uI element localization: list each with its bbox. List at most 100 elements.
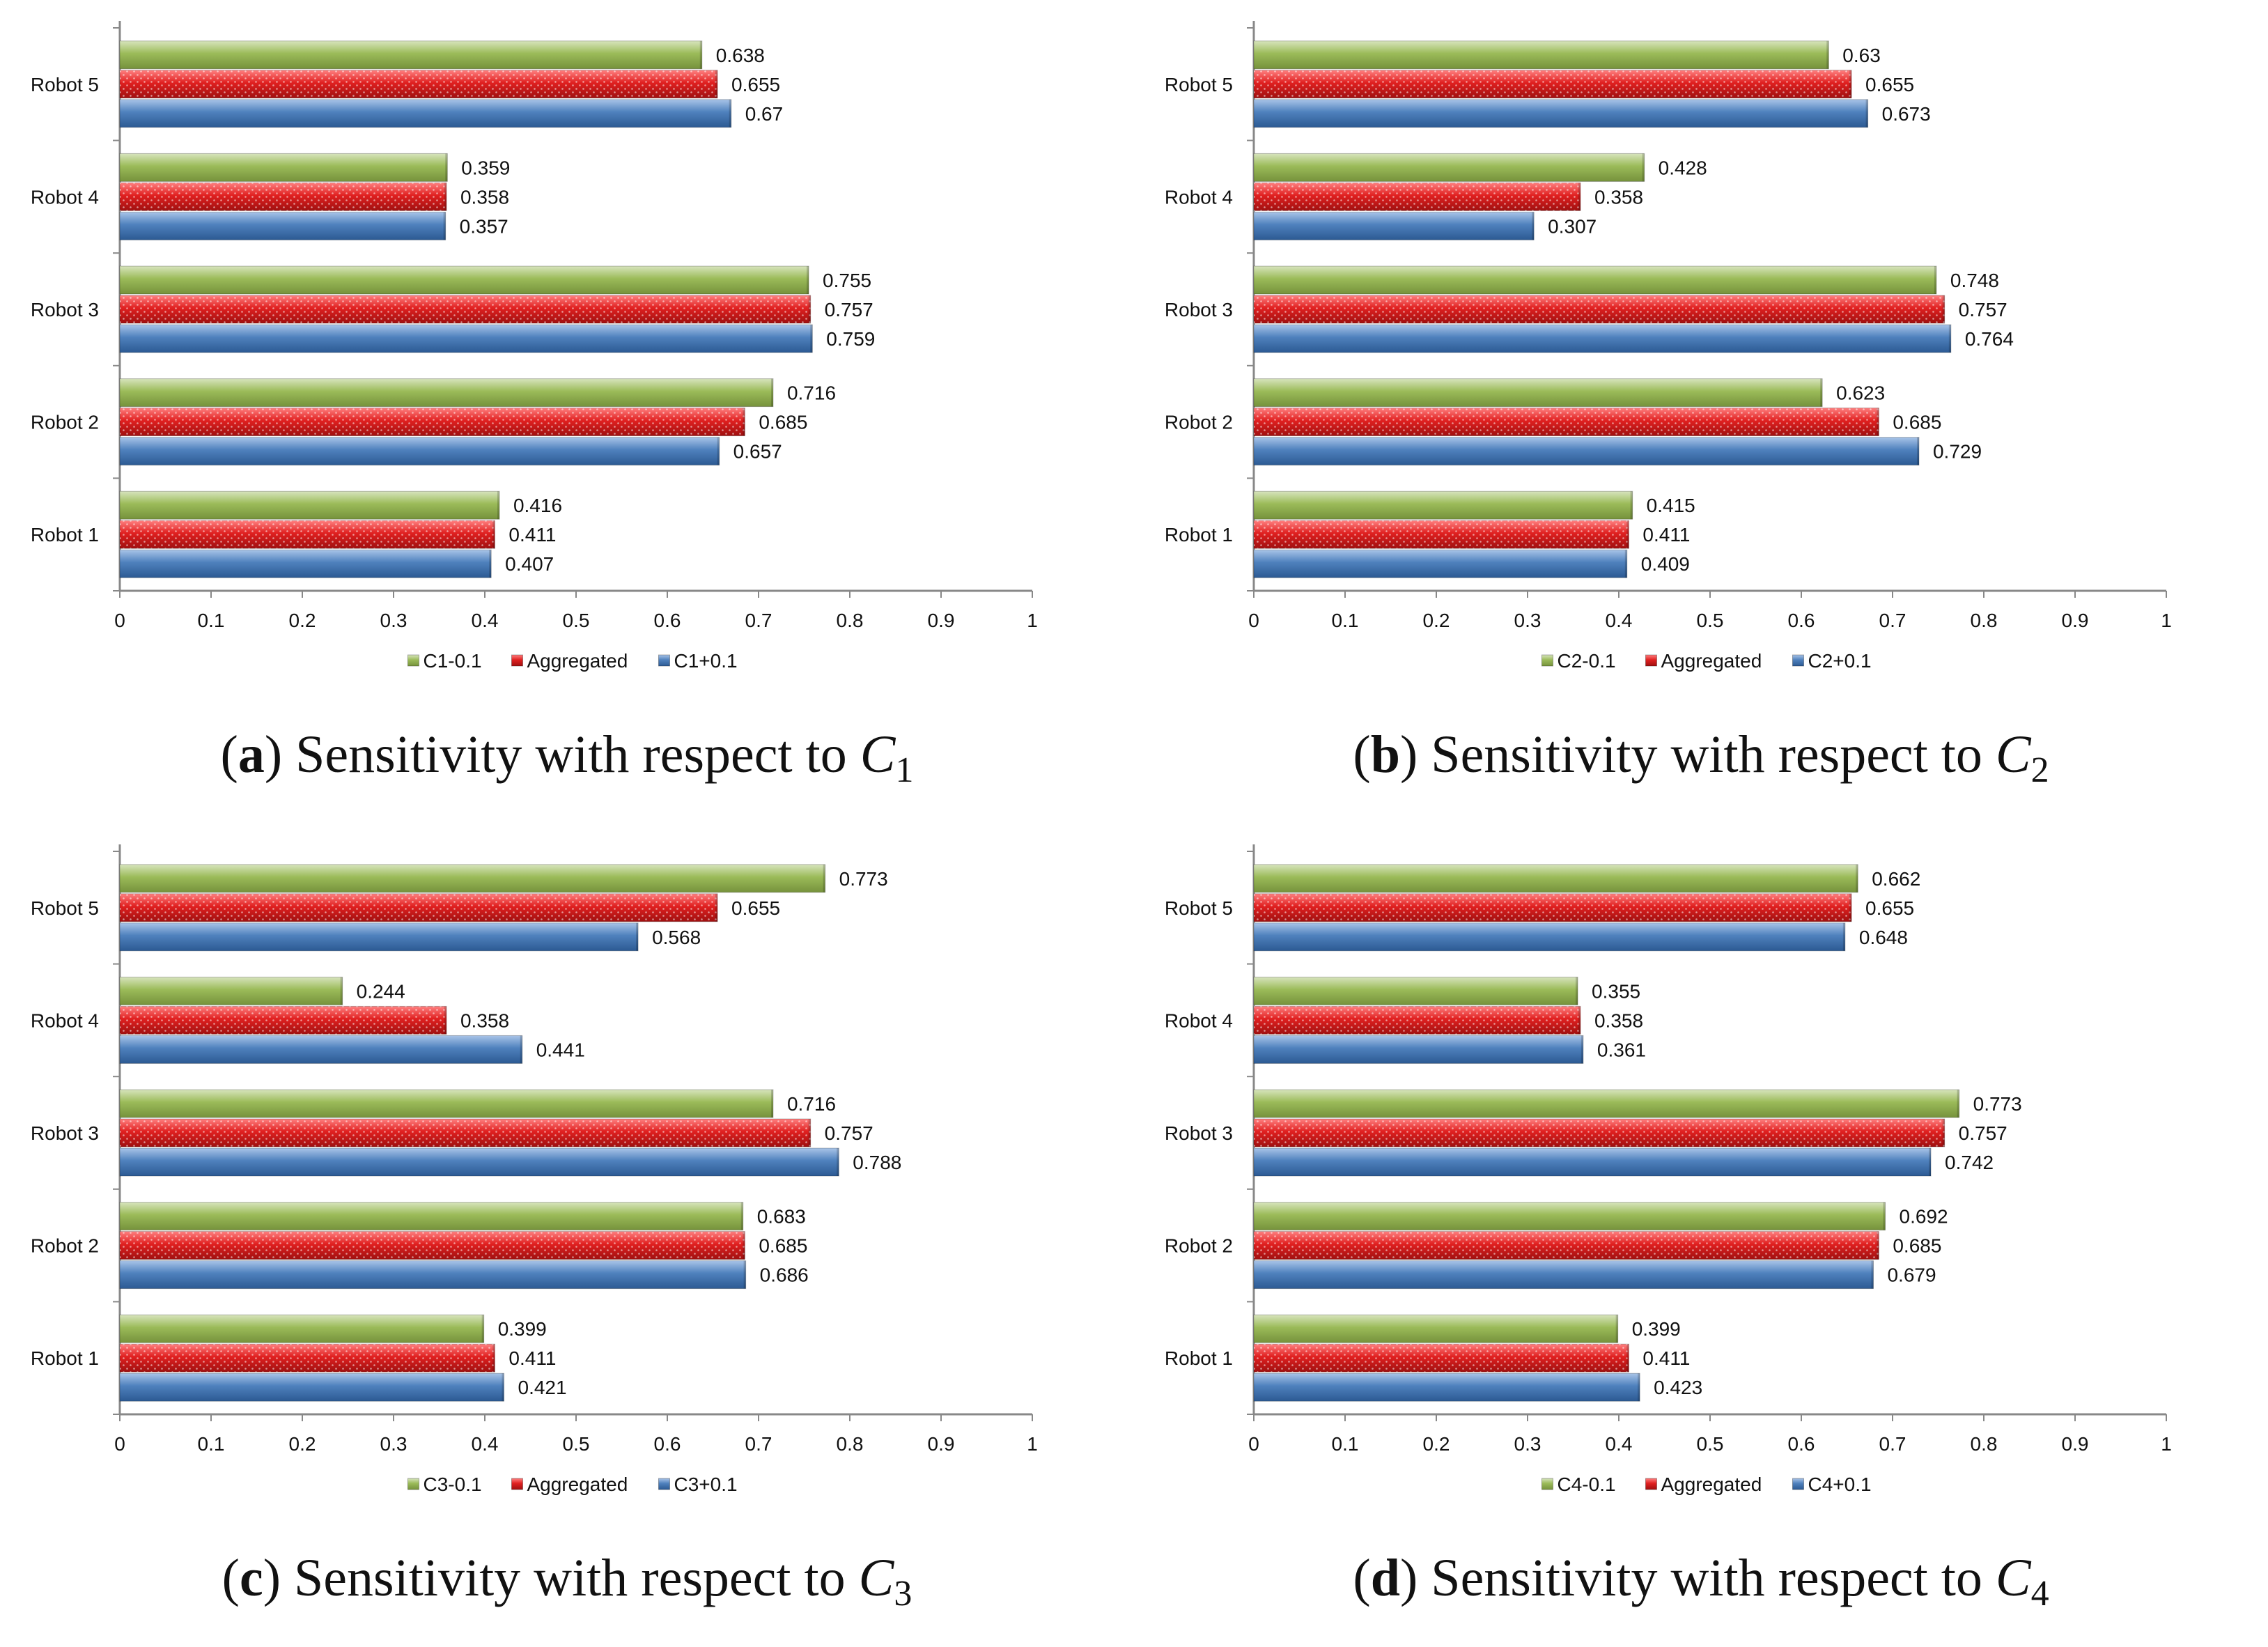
data-label: 0.685 <box>759 1235 807 1257</box>
legend-label: C4+0.1 <box>1808 1474 1872 1495</box>
data-label: 0.788 <box>853 1152 901 1173</box>
legend-swatch <box>1792 1478 1804 1490</box>
bar-end-shade <box>1626 520 1629 549</box>
y-category-label: Robot 1 <box>1165 524 1233 546</box>
data-label: 0.411 <box>508 524 556 546</box>
caption-subscript: 4 <box>2030 1574 2049 1614</box>
bar-dot-texture <box>120 408 745 436</box>
x-tick-label: 0.7 <box>745 1433 772 1455</box>
bar-end-shade <box>1578 1006 1580 1035</box>
bar-dot-texture <box>1254 408 1879 436</box>
caption-text: ) Sensitivity with respect to <box>264 725 860 784</box>
data-label: 0.679 <box>1887 1265 1936 1286</box>
data-label: 0.407 <box>505 553 554 575</box>
bar-end-shade <box>740 1202 743 1230</box>
data-label: 0.655 <box>731 897 780 919</box>
x-tick-label: 0 <box>114 1433 125 1455</box>
bar-end-shade <box>636 922 639 951</box>
data-label: 0.67 <box>745 103 784 125</box>
y-category-label: Robot 1 <box>1165 1347 1233 1369</box>
bar-end-shade <box>497 491 499 520</box>
x-tick-label: 1 <box>2161 610 2172 631</box>
y-category-label: Robot 2 <box>31 412 99 433</box>
data-label: 0.411 <box>508 1347 556 1369</box>
chart-svg-a: 0 0.1 0.2 0.3 0.4 0.5 0.6 0.7 0.8 0.9 1 Robot 1 0.41… <box>31 21 1038 672</box>
bar-dot-texture <box>1254 183 1580 211</box>
x-tick-label: 0.9 <box>928 1433 955 1455</box>
chart-panel-d: 0 0.1 0.2 0.3 0.4 0.5 0.6 0.7 0.8 0.9 1 Robot 1 0.39… <box>1134 824 2268 1647</box>
caption-text: ) Sensitivity with respect to <box>263 1549 859 1607</box>
data-label: 0.399 <box>1632 1318 1681 1340</box>
data-label: 0.421 <box>518 1377 567 1398</box>
bar-minus <box>119 864 826 893</box>
bar-end-shade <box>1576 977 1578 1005</box>
x-tick-label: 0.6 <box>1788 610 1815 631</box>
bar-end-shade <box>1883 1202 1886 1230</box>
x-tick-label: 1 <box>1027 610 1038 631</box>
bar-minus <box>1253 490 1633 520</box>
x-tick-label: 0.1 <box>198 610 225 631</box>
bar-end-shade <box>481 1315 484 1343</box>
x-tick-label: 0 <box>1248 1433 1259 1455</box>
x-tick-label: 0.8 <box>1971 1433 1998 1455</box>
data-label: 0.755 <box>823 270 871 291</box>
caption-a: (a) Sensitivity with respect to C1 <box>220 725 914 790</box>
x-tick-label: 0.8 <box>837 610 864 631</box>
bar-dot-texture <box>120 1344 495 1372</box>
data-label: 0.716 <box>787 1093 836 1115</box>
bar-end-shade <box>1877 1231 1879 1260</box>
bar-minus <box>119 378 774 408</box>
legend-swatch <box>511 1478 523 1490</box>
bar-end-shade <box>808 295 811 323</box>
x-tick-label: 0.9 <box>2062 610 2089 631</box>
data-label: 0.773 <box>1973 1093 2022 1115</box>
x-tick-label: 0.3 <box>1514 1433 1541 1455</box>
bar-end-shade <box>1624 550 1627 578</box>
legend-swatch <box>407 654 419 667</box>
data-label: 0.685 <box>1893 1235 1941 1257</box>
data-label: 0.355 <box>1592 980 1640 1002</box>
x-tick-label: 0.7 <box>1879 610 1906 631</box>
bar-end-shade <box>489 550 492 578</box>
data-label: 0.683 <box>757 1206 806 1228</box>
bar-plus <box>1253 922 1846 952</box>
bar-end-shade <box>743 1231 745 1260</box>
data-label: 0.655 <box>731 74 780 95</box>
data-label: 0.63 <box>1842 45 1881 66</box>
data-label: 0.657 <box>733 441 782 463</box>
bar-end-shade <box>492 520 495 549</box>
caption-variable: C <box>1995 1549 2031 1607</box>
data-label: 0.428 <box>1659 157 1707 178</box>
y-category-label: Robot 2 <box>1165 412 1233 433</box>
bar-end-shade <box>340 977 343 1005</box>
bar-dot-texture <box>1254 1344 1629 1372</box>
bar-minus <box>1253 265 1937 295</box>
bar-minus <box>1253 1202 1886 1231</box>
data-label: 0.568 <box>652 927 701 948</box>
bar-dot-texture <box>1254 295 1945 323</box>
legend-swatch <box>1541 654 1553 667</box>
bar-end-shade <box>1642 153 1645 182</box>
bar-end-shade <box>1626 1344 1629 1372</box>
data-label: 0.358 <box>1594 186 1643 208</box>
data-label: 0.759 <box>826 328 875 350</box>
bar-end-shade <box>770 378 773 407</box>
caption-letter: b <box>1370 725 1400 784</box>
bar-minus <box>119 1314 485 1343</box>
bar-dot-texture <box>120 183 446 211</box>
x-tick-label: 1 <box>1027 1433 1038 1455</box>
y-category-label: Robot 3 <box>31 1122 99 1144</box>
bar-dot-texture <box>120 1231 745 1260</box>
bar-plus <box>1253 324 1952 353</box>
bar-minus <box>119 265 809 295</box>
caption-subscript: 3 <box>894 1574 912 1614</box>
bar-plus <box>119 549 492 578</box>
legend-label: Aggregated <box>527 1474 628 1495</box>
bar-end-shade <box>1957 1090 1959 1118</box>
data-label: 0.358 <box>1594 1010 1643 1031</box>
data-label: 0.409 <box>1641 553 1690 575</box>
legend-label: C1-0.1 <box>424 650 482 672</box>
bar-minus <box>119 1089 774 1118</box>
x-tick-label: 0.2 <box>289 610 316 631</box>
bar-minus <box>1253 153 1645 182</box>
